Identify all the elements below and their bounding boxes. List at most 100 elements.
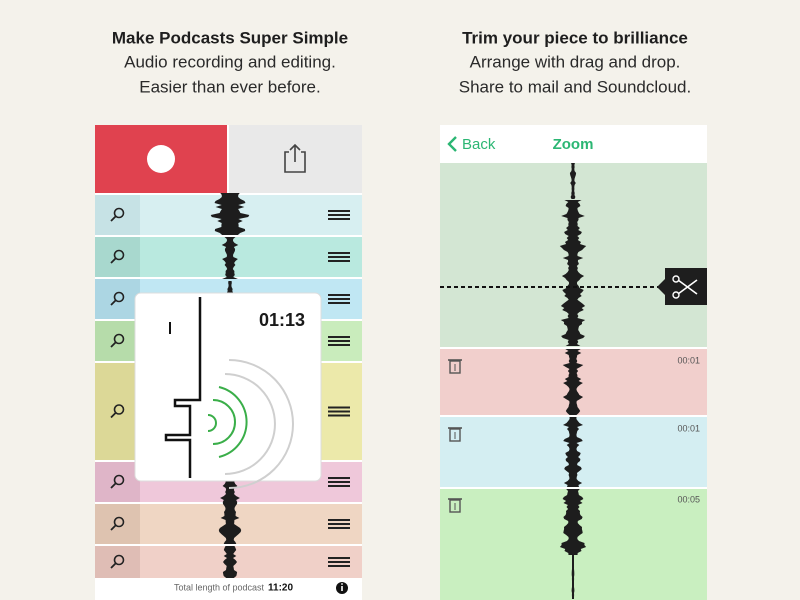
zoom-cell[interactable] <box>95 546 140 578</box>
drag-handle-bar <box>328 565 350 567</box>
waveform-segment <box>569 163 577 199</box>
drag-handle-bar <box>328 302 350 304</box>
clip-meta: 00:01 00:01 00:05 <box>448 355 700 513</box>
zoom-icon <box>110 215 117 222</box>
zoom-icon <box>113 249 125 261</box>
scissors-icon <box>677 279 698 295</box>
drag-handle-bar <box>328 527 350 529</box>
face-profile <box>164 297 202 478</box>
right-line: Arrange with drag and drop. <box>470 52 681 71</box>
info-icon <box>341 586 343 591</box>
waveform <box>210 193 250 578</box>
zoom-cell[interactable] <box>95 237 140 277</box>
drag-handle[interactable] <box>328 406 350 417</box>
sound-waves-faded <box>224 359 294 489</box>
drag-handle-bar <box>328 210 350 212</box>
drag-handle-bar <box>328 519 350 521</box>
zoom-cell[interactable] <box>95 195 140 235</box>
waveform-segment <box>559 200 587 262</box>
drag-handle-bar <box>328 414 350 417</box>
trash-icon <box>449 499 461 513</box>
zoom-icon <box>110 257 117 264</box>
drag-handle-bar <box>328 294 350 296</box>
scissors-icon <box>672 275 680 283</box>
zoom-icon <box>113 404 125 415</box>
drag-handle[interactable] <box>328 294 350 304</box>
zoom-icon <box>113 516 125 528</box>
scissors-button[interactable] <box>657 268 707 305</box>
clip-time: 00:01 <box>677 423 700 433</box>
trash-icon <box>449 428 461 442</box>
zoom-cell[interactable] <box>95 363 140 460</box>
trash-button[interactable] <box>448 427 462 442</box>
drag-handle[interactable] <box>328 557 350 567</box>
drag-handle[interactable] <box>328 477 350 487</box>
sound-waves <box>207 386 248 458</box>
popup-time: 01:13 <box>259 310 305 330</box>
waveform-segment <box>561 262 585 300</box>
left-line: Audio recording and editing. <box>124 52 336 71</box>
waveform-segment <box>221 237 239 279</box>
drag-handle-bar <box>328 523 350 525</box>
left-title: Make Podcasts Super Simple <box>112 28 348 47</box>
drag-handle[interactable] <box>328 252 350 262</box>
drag-handle-bar <box>328 340 350 342</box>
drag-handle-bar <box>328 214 350 216</box>
waveform-segment <box>218 480 242 544</box>
zoom-icon <box>110 524 117 531</box>
drag-handle-bar <box>328 406 350 409</box>
nav-title: Zoom <box>553 136 594 153</box>
clip-time: 00:05 <box>677 494 700 504</box>
zoom-cell[interactable] <box>95 279 140 319</box>
zoom-icon <box>113 207 125 219</box>
footer <box>95 578 362 600</box>
zoom-icon <box>113 474 125 486</box>
left-phone: Total length of podcast 11:20 01:13 <box>95 125 362 600</box>
share-icon <box>284 143 306 173</box>
right-line: Share to mail and Soundcloud. <box>459 77 692 96</box>
back-button[interactable]: Back <box>462 136 496 153</box>
zoom-icon <box>110 412 117 419</box>
footer-time: 11:20 <box>268 583 293 594</box>
zoom-icon <box>113 554 125 566</box>
trash-button[interactable] <box>448 498 462 513</box>
footer-label: Total length of podcast <box>174 582 265 592</box>
drag-handle-bar <box>328 477 350 479</box>
waveform-segment <box>562 349 584 415</box>
drag-handle-bar <box>328 298 350 300</box>
back-icon <box>447 136 457 152</box>
drag-handle-bar <box>328 336 350 338</box>
scissors-icon <box>672 291 680 299</box>
zoom-icon <box>110 562 117 569</box>
record-icon <box>147 145 175 173</box>
drag-handle-bar <box>328 481 350 483</box>
zoom-icon <box>110 299 117 306</box>
left-line: Easier than ever before. <box>139 77 320 96</box>
zoom-icon <box>113 291 125 303</box>
drag-handle[interactable] <box>328 210 350 220</box>
trash-icon <box>449 360 461 374</box>
waveform-segment <box>560 300 586 346</box>
clip-time: 00:01 <box>677 355 700 365</box>
zoom-icon <box>110 482 117 489</box>
zoom-cell[interactable] <box>95 462 140 502</box>
drag-handle[interactable] <box>328 336 350 346</box>
zoom-cell[interactable] <box>95 321 140 361</box>
drag-handle-bar <box>328 410 350 413</box>
zoom-cell[interactable] <box>95 504 140 544</box>
drag-handle-bar <box>328 256 350 258</box>
drag-handle[interactable] <box>328 519 350 529</box>
waveform-segment <box>559 489 587 555</box>
zoom-icon <box>113 333 125 345</box>
right-phone: Back Zoom 00:01 00:01 00:05 <box>440 125 707 600</box>
drag-handle-bar <box>328 485 350 487</box>
info-icon <box>341 583 343 585</box>
drag-handle-bar <box>328 561 350 563</box>
right-title: Trim your piece to brilliance <box>462 28 688 47</box>
waveform-segment <box>563 417 583 487</box>
trash-button[interactable] <box>448 359 462 374</box>
waveform-segment <box>226 281 234 293</box>
waveform <box>559 163 587 599</box>
